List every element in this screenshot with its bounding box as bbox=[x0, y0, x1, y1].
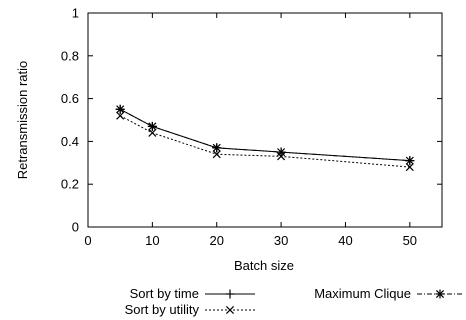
y-tick-label: 1 bbox=[72, 6, 79, 21]
legend-label: Sort by utility bbox=[125, 302, 200, 317]
series-1 bbox=[116, 111, 414, 172]
legend-marker bbox=[225, 289, 235, 299]
ticks bbox=[87, 12, 442, 228]
data-point bbox=[115, 104, 125, 114]
x-tick-labels: 0 10 20 30 40 50 bbox=[84, 233, 417, 248]
plot-border bbox=[87, 12, 443, 228]
data-point bbox=[405, 163, 414, 172]
y-tick-label: 0 bbox=[72, 220, 79, 235]
series-line bbox=[119, 115, 410, 168]
legend-marker bbox=[435, 289, 445, 299]
data-point bbox=[212, 143, 222, 153]
data-point bbox=[116, 111, 125, 120]
x-tick-label: 30 bbox=[274, 233, 288, 248]
x-tick-label: 50 bbox=[403, 233, 417, 248]
y-tick-label: 0.2 bbox=[61, 177, 79, 192]
plot-frame bbox=[87, 12, 443, 228]
data-point bbox=[212, 150, 221, 159]
legend-entry: Sort by time bbox=[130, 286, 255, 301]
data-point bbox=[147, 121, 157, 131]
x-tick-label: 0 bbox=[84, 233, 91, 248]
y-tick-label: 0.8 bbox=[61, 48, 79, 63]
series-line bbox=[119, 108, 410, 162]
x-tick-label: 40 bbox=[338, 233, 352, 248]
legend-marker bbox=[225, 305, 235, 315]
data-point bbox=[276, 147, 286, 157]
legend-label: Maximum Clique bbox=[314, 286, 411, 301]
x-axis-label: Batch size bbox=[234, 258, 294, 273]
y-tick-labels: 0 0.2 0.4 0.6 0.8 1 bbox=[61, 6, 79, 235]
legend-entry: Maximum Clique bbox=[314, 286, 464, 301]
legend-entry: Sort by utility bbox=[125, 302, 255, 317]
legend-label: Sort by time bbox=[130, 286, 199, 301]
data-point bbox=[148, 128, 157, 137]
x-tick-label: 20 bbox=[209, 233, 223, 248]
series-line bbox=[119, 108, 410, 162]
y-axis-label: Retransmission ratio bbox=[15, 61, 30, 180]
x-tick-label: 10 bbox=[145, 233, 159, 248]
y-tick-label: 0.6 bbox=[61, 91, 79, 106]
series-2 bbox=[115, 104, 415, 166]
data-point bbox=[405, 156, 415, 166]
y-tick-label: 0.4 bbox=[61, 134, 79, 149]
series-layer bbox=[115, 104, 415, 172]
